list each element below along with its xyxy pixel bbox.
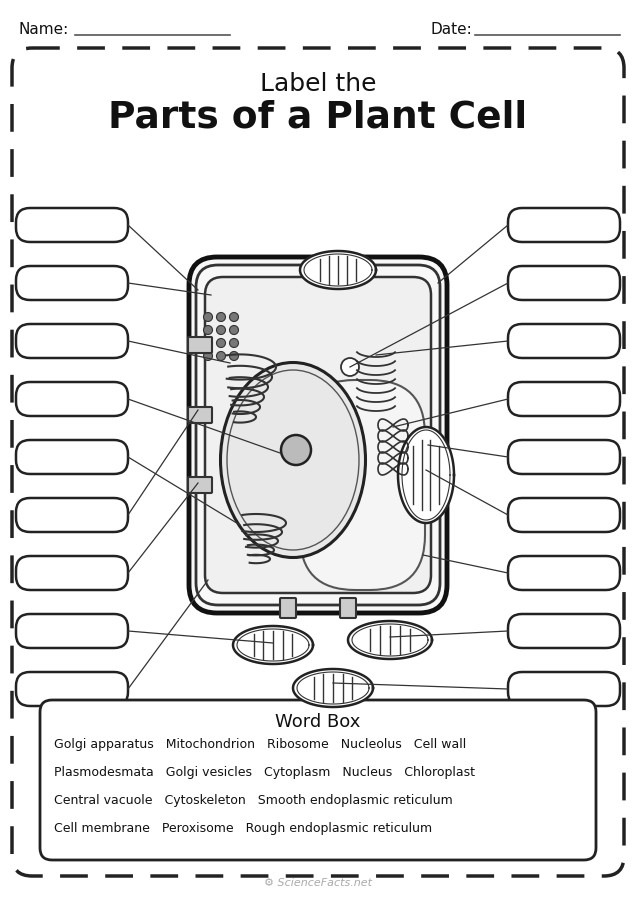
Circle shape [204,352,212,361]
Polygon shape [233,626,313,664]
FancyBboxPatch shape [16,266,128,300]
Circle shape [204,312,212,321]
Circle shape [230,338,238,347]
Text: Name:: Name: [18,22,68,37]
FancyBboxPatch shape [508,672,620,706]
FancyBboxPatch shape [188,477,212,493]
FancyBboxPatch shape [16,498,128,532]
FancyBboxPatch shape [189,257,447,613]
Text: Word Box: Word Box [275,713,361,731]
Polygon shape [300,251,376,289]
Text: Date:: Date: [430,22,472,37]
Ellipse shape [281,435,311,465]
FancyBboxPatch shape [508,266,620,300]
FancyBboxPatch shape [508,208,620,242]
Ellipse shape [221,363,366,557]
Text: Plasmodesmata   Golgi vesicles   Cytoplasm   Nucleus   Chloroplast: Plasmodesmata Golgi vesicles Cytoplasm N… [54,766,475,779]
FancyBboxPatch shape [300,380,425,590]
Circle shape [216,352,226,361]
FancyBboxPatch shape [16,614,128,648]
FancyBboxPatch shape [508,324,620,358]
Circle shape [216,326,226,335]
FancyBboxPatch shape [205,277,431,593]
FancyBboxPatch shape [508,556,620,590]
FancyBboxPatch shape [16,324,128,358]
Circle shape [230,312,238,321]
Circle shape [230,326,238,335]
Polygon shape [348,621,432,659]
Text: Parts of a Plant Cell: Parts of a Plant Cell [108,100,528,136]
Text: ⚙ ScienceFacts.net: ⚙ ScienceFacts.net [264,878,372,888]
FancyBboxPatch shape [188,407,212,423]
Circle shape [230,352,238,361]
FancyBboxPatch shape [280,598,296,618]
FancyBboxPatch shape [16,672,128,706]
Circle shape [204,338,212,347]
FancyBboxPatch shape [16,382,128,416]
FancyBboxPatch shape [16,556,128,590]
FancyBboxPatch shape [508,498,620,532]
Text: Cell membrane   Peroxisome   Rough endoplasmic reticulum: Cell membrane Peroxisome Rough endoplasm… [54,822,432,835]
Text: Golgi apparatus   Mitochondrion   Ribosome   Nucleolus   Cell wall: Golgi apparatus Mitochondrion Ribosome N… [54,738,466,751]
Circle shape [341,358,359,376]
FancyBboxPatch shape [16,208,128,242]
FancyBboxPatch shape [508,614,620,648]
FancyBboxPatch shape [16,440,128,474]
FancyBboxPatch shape [340,598,356,618]
Circle shape [216,312,226,321]
FancyBboxPatch shape [508,382,620,416]
FancyBboxPatch shape [188,337,212,353]
Polygon shape [293,669,373,707]
Text: Label the: Label the [259,72,377,96]
Circle shape [204,326,212,335]
Circle shape [216,338,226,347]
Text: Central vacuole   Cytoskeleton   Smooth endoplasmic reticulum: Central vacuole Cytoskeleton Smooth endo… [54,794,453,807]
Polygon shape [398,427,454,523]
FancyBboxPatch shape [40,700,596,860]
FancyBboxPatch shape [508,440,620,474]
